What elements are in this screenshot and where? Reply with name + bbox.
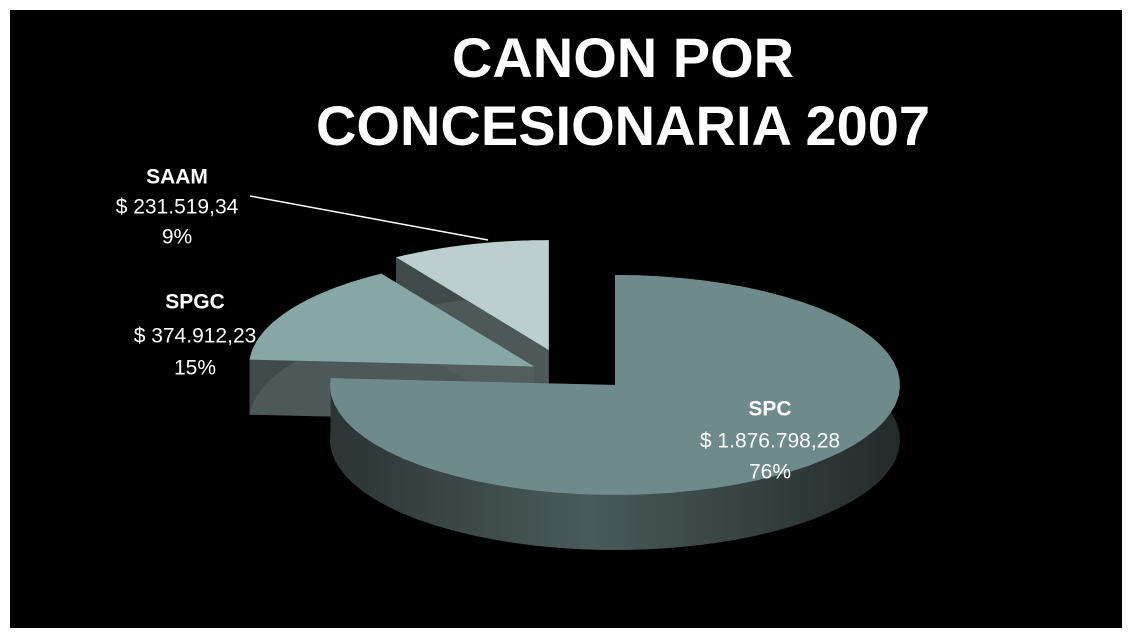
slice xyxy=(330,275,900,550)
slice xyxy=(396,240,549,351)
amount-label: $ 374.912,23 xyxy=(134,325,257,348)
slice xyxy=(249,273,534,367)
leader-line xyxy=(249,195,489,241)
percent-label: 76% xyxy=(749,461,791,484)
slice xyxy=(330,275,900,495)
amount-label: $ 1.876.798,28 xyxy=(700,430,840,453)
pie xyxy=(249,240,900,550)
percent-label: 9% xyxy=(162,226,192,249)
percent-label: 15% xyxy=(174,357,216,380)
amount-label: $ 231.519,34 xyxy=(116,196,239,219)
slice-label: SPC xyxy=(748,398,791,421)
slice-label: SAAM xyxy=(146,166,208,189)
chart-title: CANON POR CONCESIONARIA 2007 xyxy=(315,26,931,157)
slice-label: SPGC xyxy=(165,291,225,314)
